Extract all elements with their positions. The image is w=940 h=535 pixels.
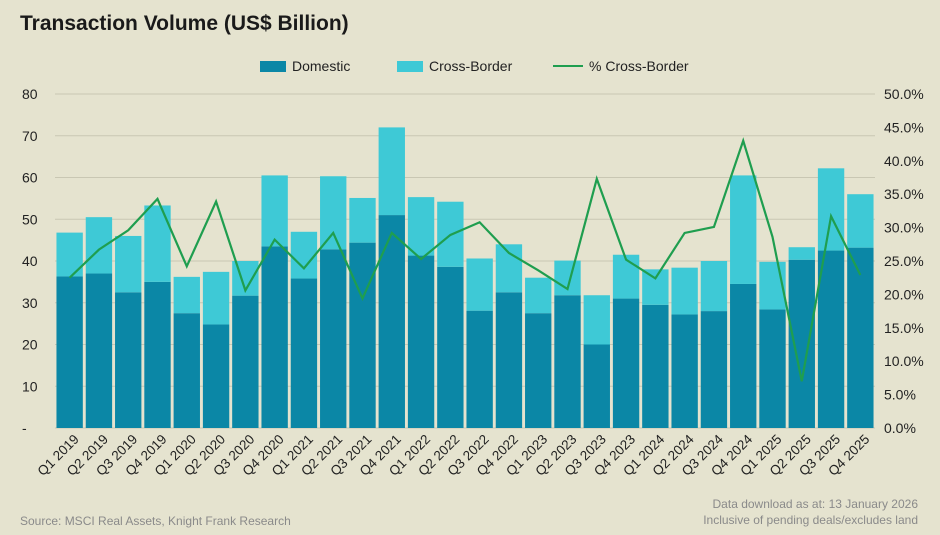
- bar-cross-border: [144, 205, 171, 282]
- bar-domestic: [495, 292, 523, 428]
- bar-domestic: [232, 295, 259, 428]
- bar-domestic: [437, 266, 464, 428]
- bar-domestic: [56, 276, 83, 428]
- y-right-tick-label: 50.0%: [884, 86, 924, 102]
- legend-swatch-domestic: [260, 60, 286, 72]
- legend-item-pct-cross-border: % Cross-Border: [553, 58, 689, 74]
- y-right-tick-label: 5.0%: [884, 387, 916, 403]
- bar-cross-border: [320, 176, 347, 250]
- y-right-tick-label: 30.0%: [884, 220, 924, 236]
- line-pct-cross-border: [68, 137, 862, 382]
- bar-cross-border: [525, 277, 552, 314]
- bar-cross-border: [466, 258, 493, 311]
- bar-domestic: [700, 311, 728, 428]
- y-right-tick-label: 35.0%: [884, 186, 924, 202]
- bar-cross-border: [583, 295, 610, 345]
- bar-domestic: [261, 246, 288, 428]
- bar-domestic: [583, 344, 610, 428]
- legend-line-pct-cross-border: [553, 65, 583, 67]
- bar-domestic: [817, 250, 845, 428]
- bar-domestic: [115, 292, 142, 428]
- bar-domestic: [290, 278, 318, 428]
- source-note: Source: MSCI Real Assets, Knight Frank R…: [20, 514, 291, 528]
- bar-domestic: [788, 259, 815, 428]
- data-download-note: Data download as at: 13 January 2026: [712, 497, 918, 511]
- bar-domestic: [349, 242, 376, 428]
- bar-cross-border: [85, 217, 113, 274]
- y-right-tick-label: 15.0%: [884, 320, 924, 336]
- bar-domestic: [320, 249, 347, 428]
- bar-cross-border: [290, 231, 318, 279]
- bar-cross-border: [261, 175, 288, 247]
- y-left-tick-label: 80: [22, 86, 38, 102]
- bar-domestic: [730, 283, 757, 428]
- bar-domestic: [173, 313, 200, 428]
- bar-cross-border: [847, 194, 874, 248]
- legend-label-domestic: Domestic: [292, 58, 351, 74]
- y-left-tick-label: -: [22, 420, 27, 436]
- bar-domestic: [466, 310, 493, 428]
- legend-item-cross-border: Cross-Border: [397, 58, 512, 74]
- y-left-tick-label: 50: [22, 211, 38, 227]
- bar-domestic: [847, 247, 874, 428]
- bar-domestic: [85, 273, 113, 428]
- y-right-tick-label: 40.0%: [884, 153, 924, 169]
- bar-domestic: [378, 215, 405, 428]
- y-left-tick-label: 30: [22, 295, 38, 311]
- bar-cross-border: [173, 276, 200, 314]
- pending-deals-note: Inclusive of pending deals/excludes land: [703, 513, 918, 527]
- legend-item-domestic: Domestic: [260, 58, 350, 74]
- y-right-tick-label: 25.0%: [884, 253, 924, 269]
- bar-domestic: [642, 304, 669, 428]
- bar-cross-border: [407, 197, 435, 256]
- chart-title: Transaction Volume (US$ Billion): [20, 12, 349, 35]
- y-left-tick-label: 60: [22, 170, 38, 186]
- y-right-tick-label: 45.0%: [884, 119, 924, 135]
- y-left-tick-label: 70: [22, 128, 38, 144]
- bar-cross-border: [788, 247, 815, 260]
- bar-cross-border: [817, 168, 845, 251]
- bar-cross-border: [378, 127, 405, 216]
- bar-cross-border: [115, 235, 142, 293]
- bar-cross-border: [730, 175, 757, 284]
- y-left-tick-label: 20: [22, 337, 38, 353]
- bar-cross-border: [671, 267, 698, 315]
- bar-cross-border: [349, 197, 376, 243]
- bar-cross-border: [700, 261, 728, 312]
- legend-label-pct-cross-border: % Cross-Border: [589, 58, 689, 74]
- bar-domestic: [407, 255, 435, 428]
- bar-cross-border: [642, 269, 669, 305]
- bar-domestic: [671, 314, 698, 428]
- y-left-tick-label: 40: [22, 253, 38, 269]
- legend-label-cross-border: Cross-Border: [429, 58, 513, 74]
- bar-domestic: [554, 295, 581, 428]
- y-left-tick-label: 10: [22, 378, 38, 394]
- data-notes: Data download as at: 13 January 2026 Inc…: [703, 496, 918, 528]
- legend-swatch-cross-border: [397, 60, 423, 72]
- bar-domestic: [759, 309, 786, 428]
- bar-cross-border: [202, 271, 230, 325]
- y-right-tick-label: 10.0%: [884, 353, 924, 369]
- bar-domestic: [525, 313, 552, 428]
- y-right-tick-label: 20.0%: [884, 286, 924, 302]
- y-right-tick-label: 0.0%: [884, 420, 916, 436]
- bar-domestic: [612, 298, 640, 428]
- bar-domestic: [202, 324, 230, 428]
- bar-domestic: [144, 281, 171, 428]
- bar-cross-border: [612, 254, 640, 299]
